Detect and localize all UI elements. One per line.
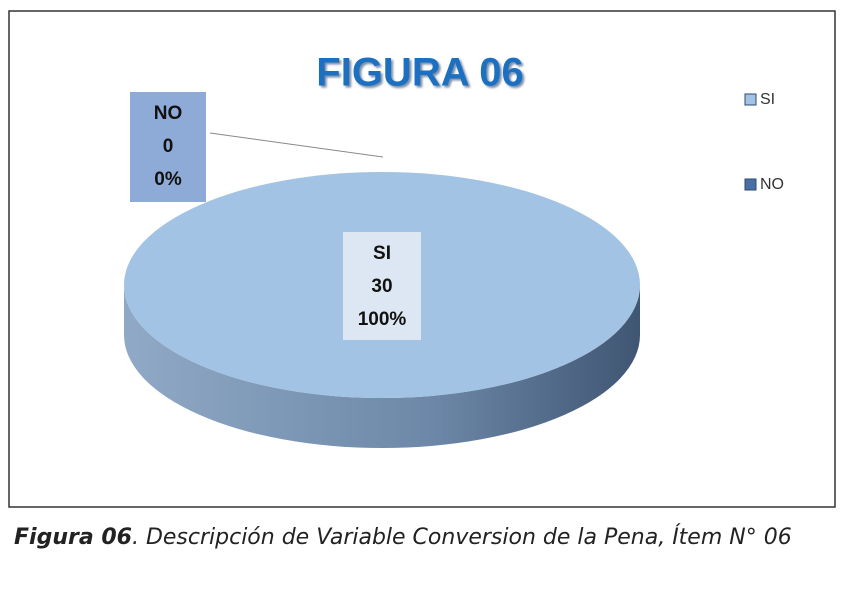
leader-line xyxy=(209,132,384,158)
caption: Figura 06. Descripción de Variable Conve… xyxy=(14,520,824,556)
pie-side xyxy=(124,285,640,448)
data-label-value: 0 xyxy=(163,136,174,157)
data-label-percent: 0% xyxy=(154,169,182,190)
caption-label: Figura 06 xyxy=(14,525,132,550)
data-label-category: NO xyxy=(154,103,183,124)
legend-label: NO xyxy=(760,176,784,193)
data-label-percent: 100% xyxy=(358,309,407,330)
data-label-box xyxy=(130,92,206,202)
legend-marker xyxy=(744,93,757,106)
data-label-value: 30 xyxy=(371,276,392,297)
chart-title: FIGURA 06 xyxy=(316,51,523,95)
data-label-category: SI xyxy=(373,243,391,264)
legend-label: SI xyxy=(760,91,775,108)
legend-marker xyxy=(744,178,757,191)
data-label-box xyxy=(343,232,421,340)
chart: FIGURA 06 SI 30 100% NO 0 0% SI NO xyxy=(8,10,836,508)
caption-text: . Descripción de Variable Conversion de … xyxy=(131,525,792,550)
